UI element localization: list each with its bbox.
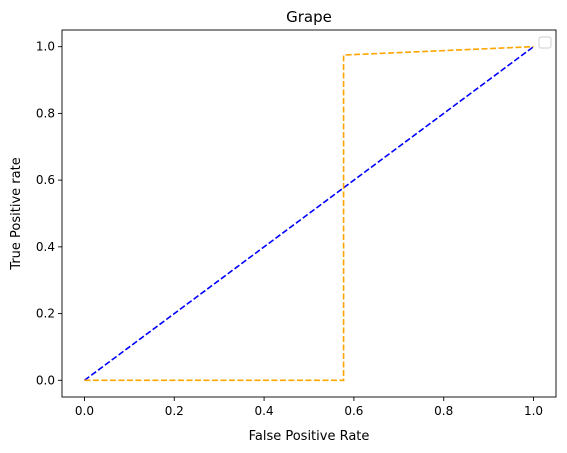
y-tick-label: 0.0 xyxy=(36,373,55,387)
axis-layer: 0.0 0.2 0.4 0.6 0.8 1.0 0.0 0.2 0.4 0.6 0.8 1.0 xyxy=(36,40,543,418)
chart-title: Grape xyxy=(286,8,332,26)
x-axis-label: False Positive Rate xyxy=(249,429,370,444)
legend-box xyxy=(538,36,552,49)
y-axis-label: True Positive rate xyxy=(9,157,24,270)
y-tick-label: 1.0 xyxy=(36,40,55,54)
x-tick-label: 0.6 xyxy=(344,404,363,418)
series-line-2 xyxy=(84,45,534,382)
y-tick-label: 0.4 xyxy=(36,240,55,254)
y-tick-label: 0.8 xyxy=(36,106,55,120)
y-tick-label: 0.6 xyxy=(36,173,55,187)
x-tick-label: 0.2 xyxy=(165,404,184,418)
x-tick-label: 0.0 xyxy=(75,404,94,418)
x-tick-label: 1.0 xyxy=(524,404,543,418)
plot-area: 0.0 0.2 0.4 0.6 0.8 1.0 0.0 0.2 0.4 0.6 0.8 1.0 xyxy=(36,29,557,418)
plot-frame xyxy=(61,29,557,398)
y-tick-label: 0.2 xyxy=(36,307,55,321)
x-tick-label: 0.4 xyxy=(255,404,274,418)
x-tick-label: 0.8 xyxy=(434,404,453,418)
series-layer xyxy=(83,45,535,382)
